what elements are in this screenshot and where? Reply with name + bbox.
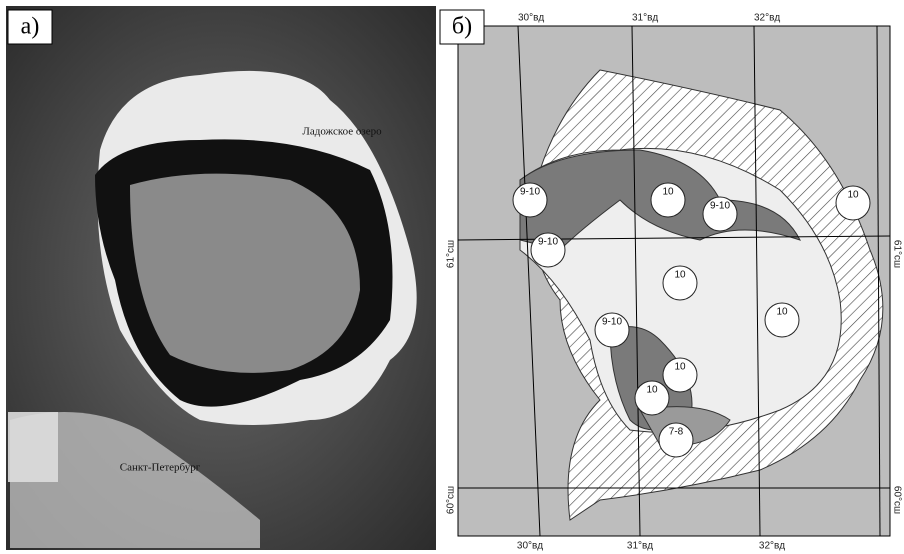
ice-code: 9-10 [538,237,558,248]
ice-code: 10 [662,187,674,198]
lat-label: 61°сш [891,240,902,268]
place-label: Ладожское озеро [302,126,382,138]
lat-label: 60°сш [891,486,902,514]
panel-label: а) [21,14,40,40]
figure: а) Ладожское озеро Санкт-Петербург б) 30… [0,0,904,554]
panel-label: б) [452,14,472,40]
lon-label: 32°вд [759,541,785,552]
ice-code: 10 [646,385,658,396]
ice-code: 10 [776,307,788,318]
lat-label: 61°сш [446,240,457,268]
lon-label: 31°вд [627,541,653,552]
lat-label: 60°сш [446,486,457,514]
lon-label: 30°вд [517,541,543,552]
lon-label: 32°вд [754,13,780,24]
ice-code: 10 [674,270,686,281]
ice-code: 7-8 [669,427,684,438]
lon-label: 31°вд [632,13,658,24]
ice-code: 10 [847,190,859,201]
ice-code: 9-10 [520,187,540,198]
ice-code: 9-10 [710,201,730,212]
ice-code: 10 [674,362,686,373]
ice-code: 9-10 [602,317,622,328]
place-label: Санкт-Петербург [120,462,201,474]
satellite-panel [6,6,436,550]
lon-label: 30°вд [518,13,544,24]
